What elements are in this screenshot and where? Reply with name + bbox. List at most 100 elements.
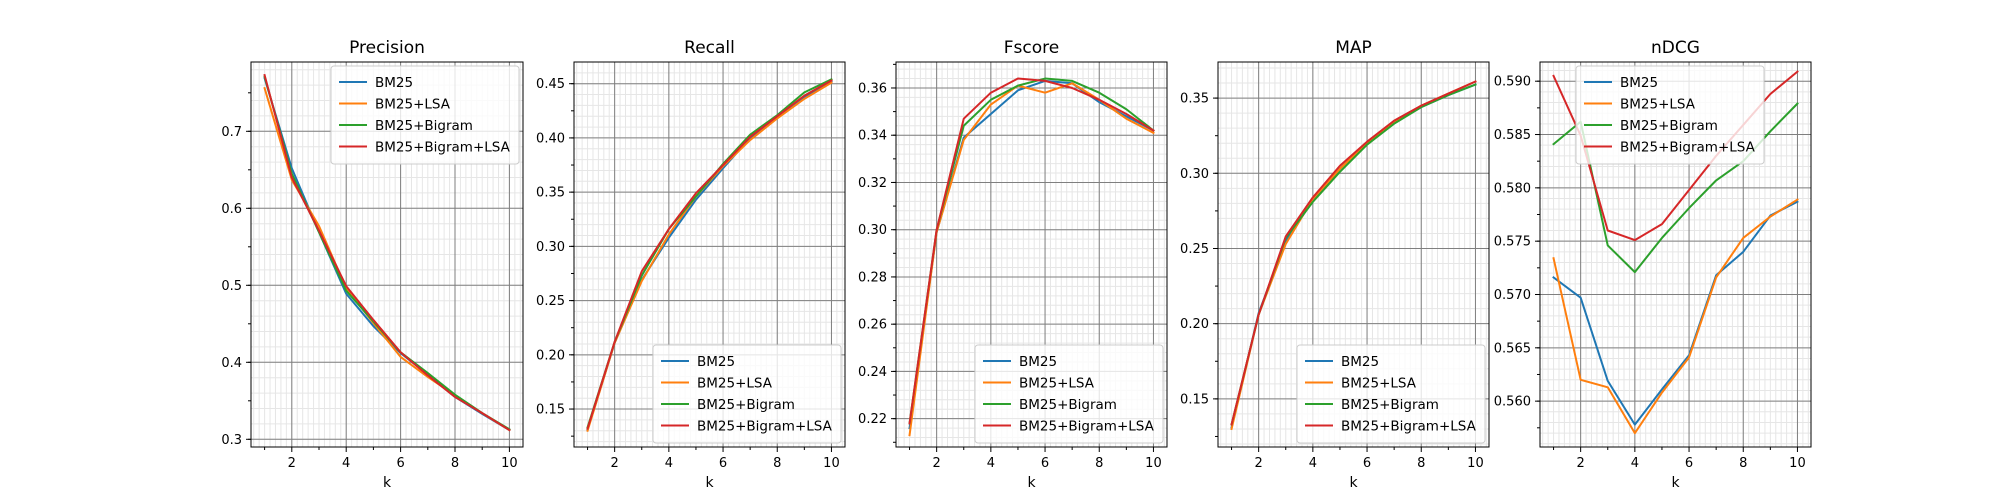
legend-label: BM25+Bigram bbox=[1019, 397, 1117, 413]
legend-label: BM25 bbox=[1620, 75, 1658, 91]
y-tick-label: 0.585 bbox=[1494, 128, 1531, 143]
y-tick-label: 0.560 bbox=[1494, 395, 1531, 410]
series-line-bm25-bigram-lsa bbox=[908, 77, 1155, 425]
x-tick-label: 2 bbox=[611, 456, 619, 471]
y-tick-label: 0.40 bbox=[536, 131, 565, 146]
y-tick-label: 0.570 bbox=[1494, 288, 1531, 303]
y-tick-label: 0.30 bbox=[536, 240, 565, 255]
legend: BM25 BM25+LSA BM25+Bigram BM25+Bigram+LSA bbox=[1296, 344, 1486, 444]
chart-panel-3: 2 4 6 8 10 0.22 0.24 0.26 0.28 0.30 0.32 0.34 0.36 Fs… bbox=[858, 38, 1168, 491]
y-tick-label: 0.25 bbox=[1180, 242, 1209, 257]
x-tick-label: 2 bbox=[1255, 456, 1263, 471]
x-tick-label: 6 bbox=[1041, 456, 1049, 471]
x-tick-label: 4 bbox=[665, 456, 673, 471]
series-line-bm25 bbox=[1552, 200, 1799, 426]
x-tick-label: 8 bbox=[1417, 456, 1425, 471]
y-tick-label: 0.26 bbox=[858, 318, 887, 333]
legend-box bbox=[1575, 65, 1765, 165]
legend-label: BM25+Bigram+LSA bbox=[697, 419, 833, 435]
x-axis-label: k bbox=[705, 475, 714, 491]
y-tick-label: 0.22 bbox=[858, 412, 887, 427]
legend: BM25 BM25+LSA BM25+Bigram BM25+Bigram+LSA bbox=[1575, 65, 1765, 165]
x-tick-label: 4 bbox=[1631, 456, 1639, 471]
legend-label: BM25+Bigram+LSA bbox=[1341, 419, 1477, 435]
x-tick-label: 2 bbox=[1577, 456, 1585, 471]
x-axis-label: k bbox=[1349, 475, 1358, 491]
x-tick-label: 8 bbox=[773, 456, 781, 471]
x-tick-label: 8 bbox=[1095, 456, 1103, 471]
series-line-bm25-bigram-lsa bbox=[263, 73, 511, 432]
y-tick-label: 0.25 bbox=[536, 294, 565, 309]
x-axis-label: k bbox=[383, 475, 392, 491]
x-tick-label: 10 bbox=[1789, 456, 1806, 471]
y-tick-label: 0.35 bbox=[536, 186, 565, 201]
x-tick-label: 6 bbox=[396, 456, 404, 471]
legend-label: BM25 bbox=[375, 75, 413, 91]
legend-label: BM25+Bigram bbox=[697, 397, 795, 413]
y-tick-label: 0.20 bbox=[1180, 317, 1209, 332]
legend-label: BM25+Bigram bbox=[375, 118, 473, 134]
x-tick-label: 6 bbox=[719, 456, 727, 471]
y-tick-label: 0.45 bbox=[536, 77, 565, 92]
legend: BM25 BM25+LSA BM25+Bigram BM25+Bigram+LSA bbox=[330, 65, 520, 165]
legend-label: BM25+LSA bbox=[697, 376, 773, 392]
legend-label: BM25+LSA bbox=[1019, 376, 1095, 392]
legend-label: BM25 bbox=[697, 354, 735, 370]
legend: BM25 BM25+LSA BM25+Bigram BM25+Bigram+LSA bbox=[652, 344, 842, 444]
legend-label: BM25+Bigram+LSA bbox=[1620, 140, 1756, 156]
chart-panel-4: 2 4 6 8 10 0.15 0.20 0.25 0.30 0.35 MAP k BM25 BM25+L… bbox=[1180, 38, 1490, 491]
legend-box bbox=[1296, 344, 1486, 444]
axes-frame bbox=[895, 61, 1168, 448]
chart-panel-2: 2 4 6 8 10 0.15 0.20 0.25 0.30 0.35 0.40 0.45 Recall… bbox=[536, 38, 846, 491]
axes-frame bbox=[250, 61, 524, 448]
legend-label: BM25 bbox=[1341, 354, 1379, 370]
axes-frame bbox=[1217, 61, 1490, 448]
y-tick-label: 0.15 bbox=[536, 403, 565, 418]
legend-label: BM25+LSA bbox=[375, 97, 451, 113]
chart-title: nDCG bbox=[1651, 38, 1700, 58]
legend-box bbox=[974, 344, 1164, 444]
legend-label: BM25+LSA bbox=[1620, 97, 1696, 113]
y-tick-label: 0.35 bbox=[1180, 92, 1209, 107]
y-tick-label: 0.4 bbox=[221, 356, 242, 371]
chart-title: MAP bbox=[1335, 38, 1372, 58]
y-tick-label: 0.32 bbox=[858, 176, 887, 191]
x-tick-label: 6 bbox=[1363, 456, 1371, 471]
x-axis-label: k bbox=[1671, 475, 1680, 491]
y-tick-label: 0.20 bbox=[536, 348, 565, 363]
y-tick-label: 0.5 bbox=[221, 279, 242, 294]
major-grid bbox=[896, 62, 1167, 447]
legend-label: BM25+Bigram bbox=[1620, 118, 1718, 134]
y-tick-label: 0.6 bbox=[221, 202, 242, 217]
series-line-bm25-bigram-lsa bbox=[586, 79, 833, 430]
y-tick-label: 0.590 bbox=[1494, 75, 1531, 90]
legend-label: BM25+Bigram+LSA bbox=[1019, 419, 1155, 435]
x-tick-label: 10 bbox=[1467, 456, 1484, 471]
y-tick-label: 0.580 bbox=[1494, 181, 1531, 196]
legend-box bbox=[652, 344, 842, 444]
x-tick-label: 2 bbox=[288, 456, 296, 471]
x-tick-label: 4 bbox=[342, 456, 350, 471]
y-tick-label: 0.30 bbox=[1180, 167, 1209, 182]
y-tick-label: 0.7 bbox=[221, 125, 242, 140]
legend-label: BM25+Bigram bbox=[1341, 397, 1439, 413]
legend-label: BM25+LSA bbox=[1341, 376, 1417, 392]
y-tick-label: 0.15 bbox=[1180, 392, 1209, 407]
x-axis-label: k bbox=[1027, 475, 1036, 491]
chart-panel-5: 2 4 6 8 10 0.560 0.565 0.570 0.575 0.580 0.585 0.59… bbox=[1494, 38, 1812, 491]
x-tick-label: 4 bbox=[987, 456, 995, 471]
legend-box bbox=[330, 65, 520, 165]
series-line-bm25-lsa bbox=[908, 82, 1155, 437]
axes-frame bbox=[1539, 61, 1812, 448]
y-tick-label: 0.28 bbox=[858, 270, 887, 285]
axes-frame bbox=[573, 61, 846, 448]
x-tick-label: 10 bbox=[1145, 456, 1162, 471]
legend-label: BM25+Bigram+LSA bbox=[375, 140, 511, 156]
y-tick-label: 0.575 bbox=[1494, 235, 1531, 250]
chart-title: Precision bbox=[349, 38, 425, 58]
y-tick-label: 0.565 bbox=[1494, 341, 1531, 356]
y-tick-label: 0.36 bbox=[858, 81, 887, 96]
series-line-bm25-lsa bbox=[1552, 198, 1799, 435]
x-tick-label: 2 bbox=[933, 456, 941, 471]
